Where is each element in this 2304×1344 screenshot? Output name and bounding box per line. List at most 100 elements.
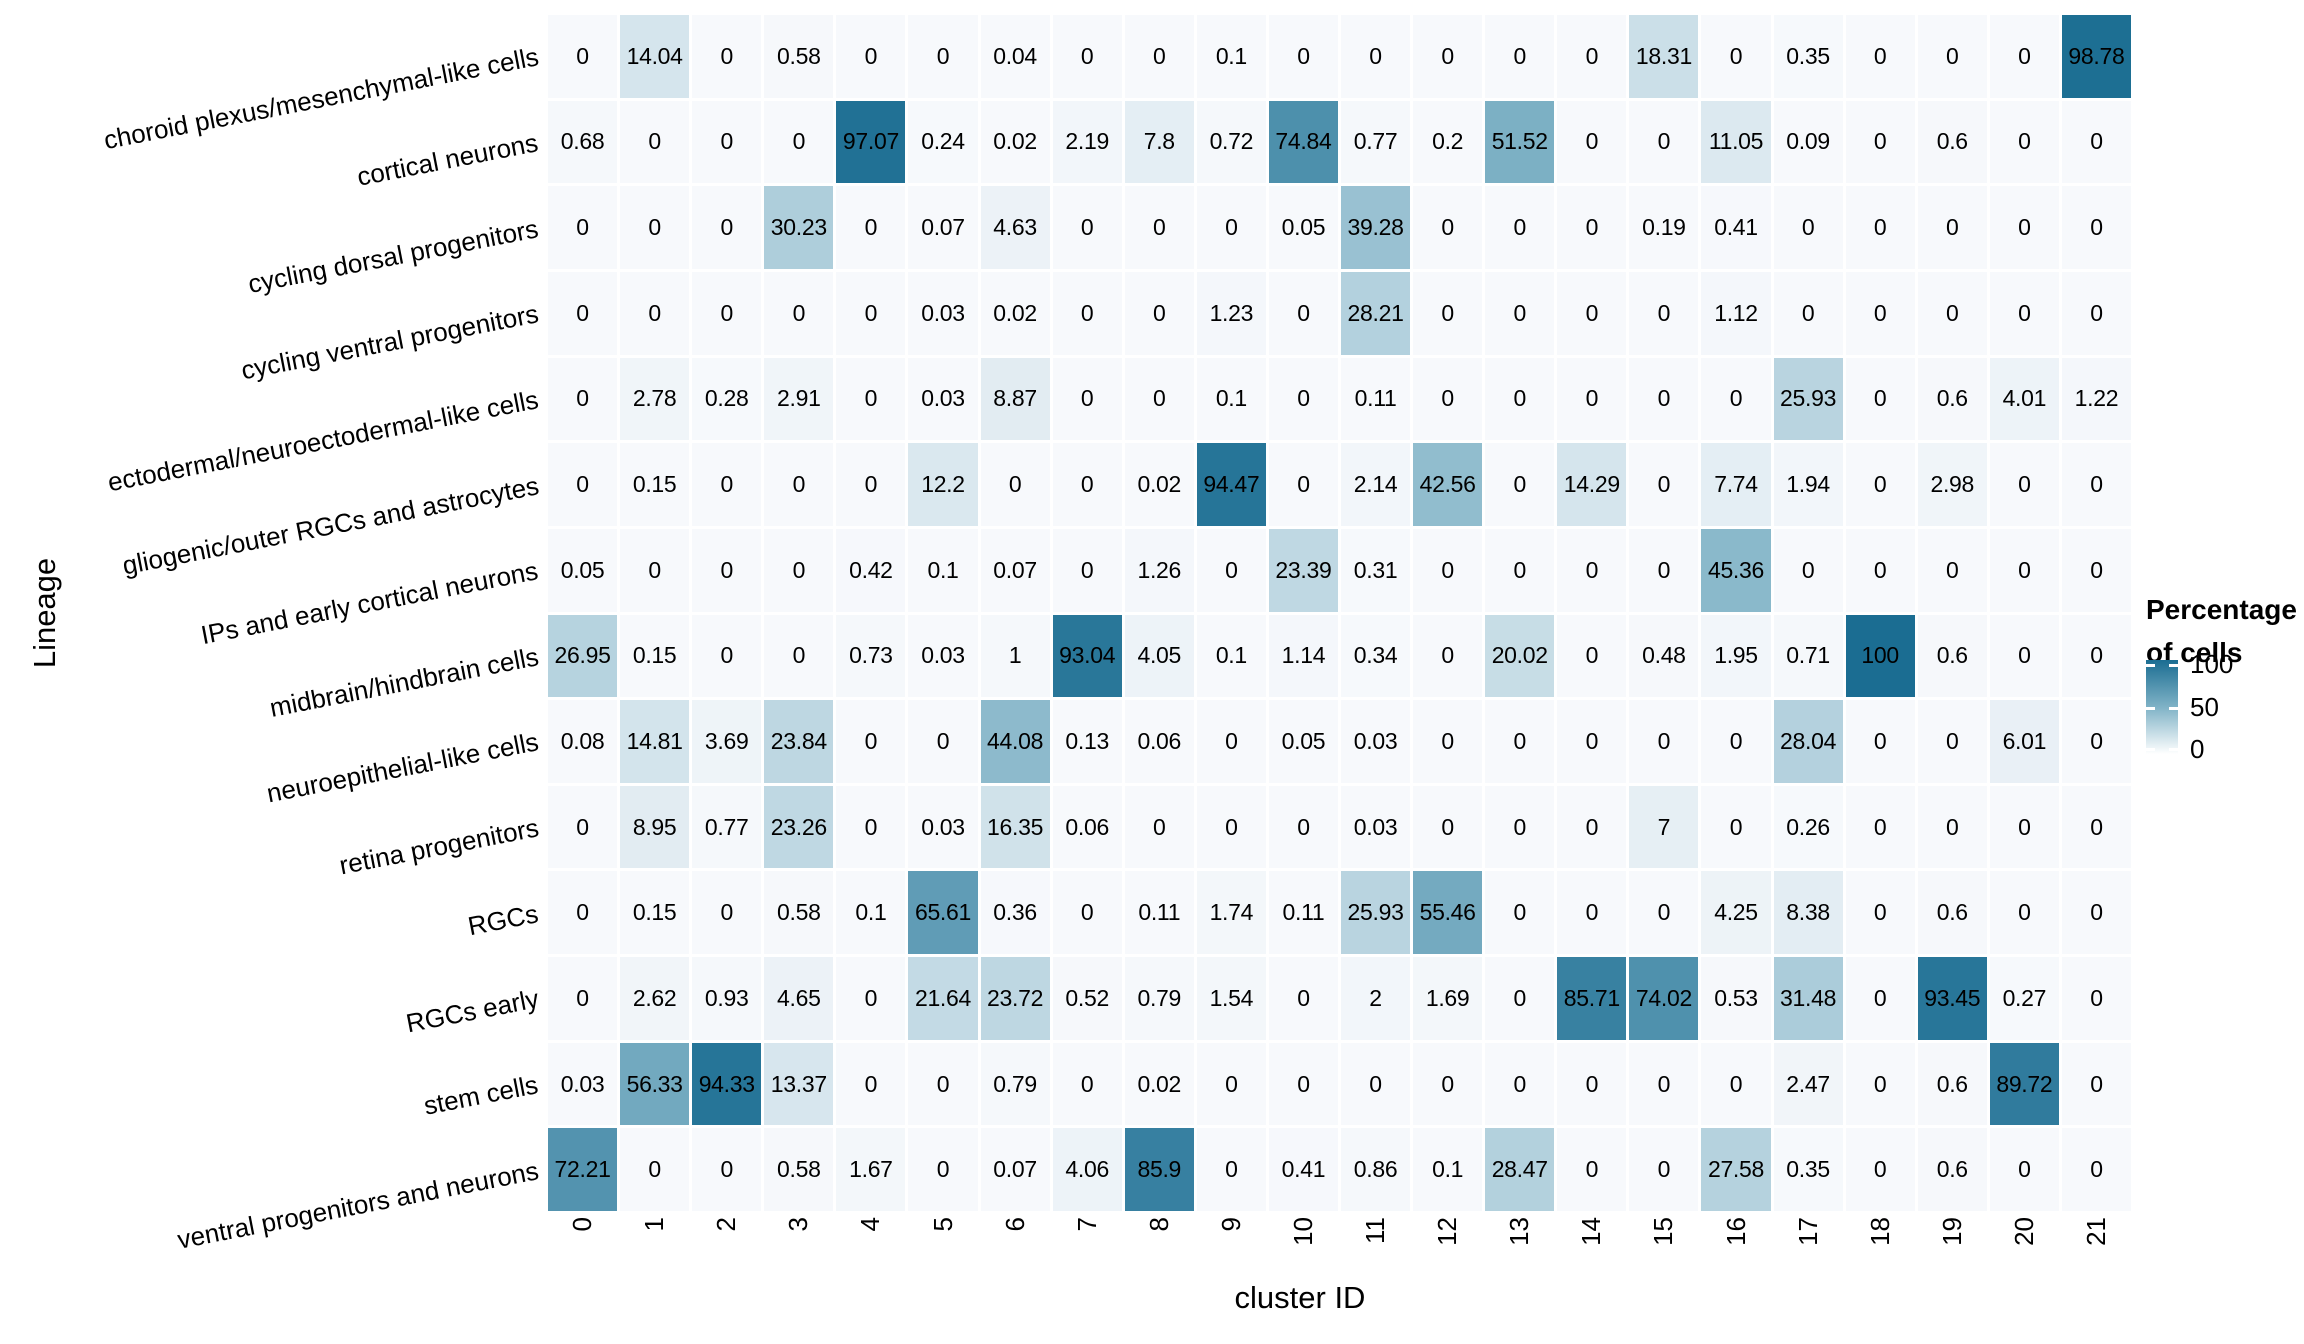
heatmap-cell: 65.61 [908, 871, 978, 955]
heatmap-cell: 93.04 [1052, 614, 1122, 698]
heatmap-cell: 0 [1629, 357, 1699, 441]
x-axis-label: 1 [639, 1217, 670, 1232]
heatmap-cell: 0 [1557, 871, 1627, 955]
heatmap-cell: 0 [1052, 443, 1122, 526]
heatmap-cell: 0 [1557, 186, 1627, 269]
heatmap-cell: 0 [548, 186, 618, 269]
heatmap-cell: 0.79 [980, 1042, 1050, 1126]
heatmap-cell: 0.58 [764, 871, 834, 955]
heatmap-cell: 0 [1701, 785, 1771, 869]
heatmap-cell: 0.05 [1268, 700, 1338, 783]
heatmap-cell: 0 [1268, 357, 1338, 441]
heatmap-cell: 0.07 [908, 186, 978, 269]
heatmap-cell: 74.84 [1268, 100, 1338, 184]
heatmap-cell: 0 [1629, 871, 1699, 955]
legend-tick-50 [2146, 707, 2155, 710]
heatmap-cell: 0.11 [1341, 357, 1411, 441]
heatmap-cell: 0 [1557, 271, 1627, 355]
x-axis-label: 17 [1792, 1217, 1823, 1246]
heatmap-cell: 0 [1485, 443, 1555, 526]
heatmap-cell: 0 [2061, 785, 2131, 869]
heatmap-cell: 0 [1485, 186, 1555, 269]
heatmap-cell: 1.94 [1773, 443, 1843, 526]
heatmap-cell: 4.65 [764, 957, 834, 1040]
heatmap-cell: 0 [1485, 15, 1555, 98]
heatmap-cell: 4.63 [980, 186, 1050, 269]
heatmap-cell: 0 [764, 614, 834, 698]
heatmap-cell: 0 [1341, 1042, 1411, 1126]
heatmap-cell: 39.28 [1341, 186, 1411, 269]
heatmap-cell: 72.21 [548, 1128, 618, 1211]
legend-tick-0 [2169, 748, 2178, 751]
heatmap-cell: 0.07 [980, 528, 1050, 612]
heatmap-cell: 0.1 [836, 871, 906, 955]
heatmap-cell: 0 [692, 528, 762, 612]
heatmap-cell: 0 [764, 443, 834, 526]
y-axis-label: stem cells [421, 1069, 541, 1121]
heatmap-cell: 0.11 [1268, 871, 1338, 955]
heatmap-cell: 0 [1917, 271, 1987, 355]
heatmap-cell: 98.78 [2061, 15, 2131, 98]
heatmap-cell: 1 [980, 614, 1050, 698]
heatmap-cell: 25.93 [1341, 871, 1411, 955]
heatmap-cell: 0 [620, 186, 690, 269]
heatmap-cell: 0 [2061, 871, 2131, 955]
legend-tick-100 [2169, 664, 2178, 667]
heatmap-cell: 0.6 [1917, 614, 1987, 698]
heatmap-cell: 0 [1917, 785, 1987, 869]
heatmap-cell: 0 [1413, 271, 1483, 355]
heatmap-cell: 0 [836, 15, 906, 98]
heatmap-cell: 0.03 [1341, 700, 1411, 783]
heatmap-cell: 0 [1052, 1042, 1122, 1126]
heatmap-cell: 0 [548, 271, 618, 355]
heatmap-cell: 0 [1629, 100, 1699, 184]
heatmap-cell: 0 [1268, 785, 1338, 869]
heatmap-cell: 0 [692, 871, 762, 955]
heatmap-cell: 0.52 [1052, 957, 1122, 1040]
heatmap-cell: 18.31 [1629, 15, 1699, 98]
heatmap-cell: 74.02 [1629, 957, 1699, 1040]
heatmap-cell: 0 [620, 100, 690, 184]
heatmap-cell: 0 [764, 100, 834, 184]
heatmap-cell: 0 [1413, 528, 1483, 612]
heatmap-grid: 0 14.04 0 0.58 0 0 0.04 0 0 0.1 0 0 0 0 0 18.31 0 0.35 0 0 0… [548, 15, 2131, 1211]
heatmap-cell: 6.01 [1989, 700, 2059, 783]
heatmap-cell: 0 [1917, 700, 1987, 783]
heatmap-cell: 0.02 [980, 271, 1050, 355]
heatmap-cell: 0 [1845, 785, 1915, 869]
heatmap-cell: 1.23 [1196, 271, 1266, 355]
heatmap-cell: 23.72 [980, 957, 1050, 1040]
heatmap-cell: 0.15 [620, 871, 690, 955]
heatmap-cell: 0 [1413, 785, 1483, 869]
heatmap-cell: 0 [1485, 357, 1555, 441]
heatmap-cell: 0 [1557, 614, 1627, 698]
heatmap-cell: 42.56 [1413, 443, 1483, 526]
heatmap-cell: 0 [1845, 271, 1915, 355]
heatmap-cell: 0 [1989, 443, 2059, 526]
heatmap-cell: 0 [1629, 1128, 1699, 1211]
heatmap-cell: 0 [1773, 528, 1843, 612]
heatmap-cell: 0.02 [1124, 443, 1194, 526]
heatmap-cell: 0.58 [764, 15, 834, 98]
heatmap-cell: 0 [1341, 15, 1411, 98]
heatmap-cell: 0.35 [1773, 1128, 1843, 1211]
heatmap-cell: 0 [1557, 700, 1627, 783]
heatmap-cell: 0.6 [1917, 1128, 1987, 1211]
heatmap-cell: 0 [2061, 443, 2131, 526]
heatmap-cell: 0.42 [836, 528, 906, 612]
heatmap-cell: 0.05 [1268, 186, 1338, 269]
y-axis-label: RGCs early [403, 983, 541, 1039]
heatmap-cell: 0 [1196, 186, 1266, 269]
x-axis-label: 21 [2080, 1217, 2111, 1246]
heatmap-cell: 0 [548, 357, 618, 441]
heatmap-cell: 0.79 [1124, 957, 1194, 1040]
heatmap-cell: 0 [836, 186, 906, 269]
heatmap-cell: 0 [692, 100, 762, 184]
heatmap-cell: 2.47 [1773, 1042, 1843, 1126]
heatmap-cell: 14.29 [1557, 443, 1627, 526]
heatmap-cell: 0 [692, 271, 762, 355]
heatmap-cell: 0 [1485, 700, 1555, 783]
heatmap-cell: 0 [1845, 357, 1915, 441]
heatmap-cell: 0.1 [908, 528, 978, 612]
heatmap-cell: 45.36 [1701, 528, 1771, 612]
